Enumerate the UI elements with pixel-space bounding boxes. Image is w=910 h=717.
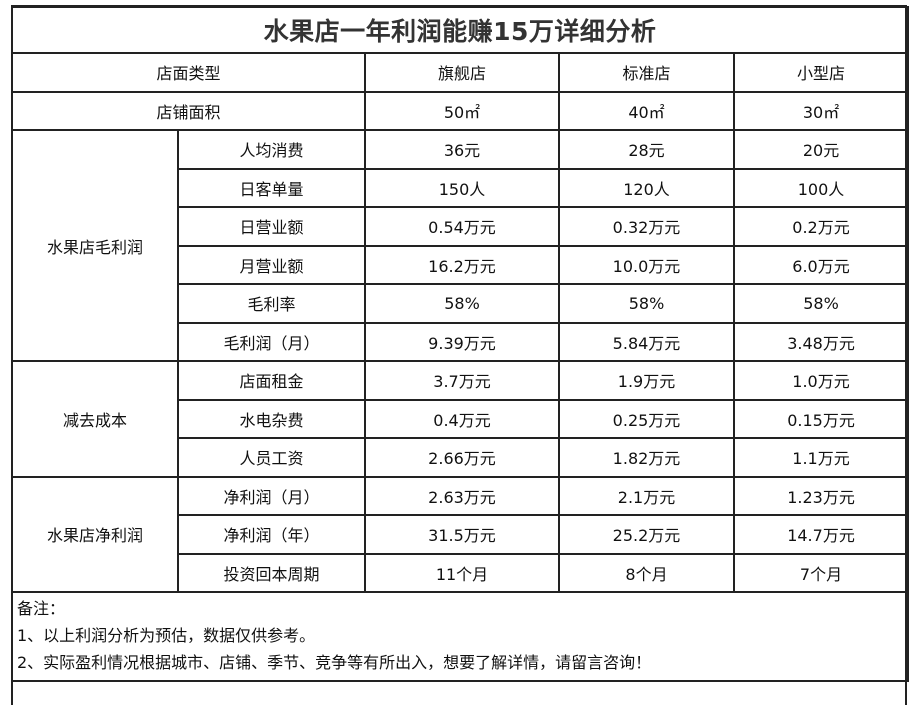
table-row: 减去成本 店面租金 3.7万元 1.9万元 1.0万元	[11, 360, 910, 478]
area-value: 30㎡	[732, 90, 910, 131]
area-row: 店铺面积 50㎡ 40㎡ 30㎡	[11, 90, 910, 131]
cell-value: 9.39万元	[364, 321, 560, 362]
row-label: 投资回本周期	[177, 552, 366, 593]
cell-value: 58%	[732, 283, 910, 324]
note-line: 1、以上利润分析为预估，数据仅供参考。	[17, 626, 316, 645]
table-row: 月营业额 16.2万元 10.0万元 6.0万元	[12, 244, 910, 285]
row-label: 净利润（年）	[177, 514, 366, 555]
row-label: 净利润（月）	[177, 475, 366, 516]
cell-value: 2.1万元	[558, 475, 735, 516]
table-row: 水果店毛利润 人均消费 36元 28元 20元	[11, 129, 910, 362]
profit-table: 水果店一年利润能赚15万详细分析 店面类型 旗舰店 标准店 小型店 店铺面积 5…	[10, 6, 910, 682]
cell-value: 0.15万元	[732, 398, 910, 439]
cell-value: 3.7万元	[364, 360, 560, 401]
row-label: 人均消费	[177, 129, 366, 170]
cell-value: 14.7万元	[732, 514, 910, 555]
row-label: 毛利润（月）	[177, 321, 366, 362]
group-label: 水果店毛利润	[11, 129, 179, 362]
cell-value: 31.5万元	[364, 514, 560, 555]
cell-value: 1.1万元	[732, 437, 910, 478]
cell-value: 16.2万元	[364, 244, 560, 285]
header-store: 小型店	[732, 52, 910, 93]
cell-value: 0.32万元	[558, 206, 735, 247]
header-label: 店面类型	[11, 52, 366, 93]
row-label: 月营业额	[177, 244, 366, 285]
cell-value: 58%	[558, 283, 735, 324]
cell-value: 1.82万元	[558, 437, 735, 478]
cell-value: 1.23万元	[732, 475, 910, 516]
table-row: 日营业额 0.54万元 0.32万元 0.2万元	[12, 206, 910, 247]
cell-value: 11个月	[364, 552, 560, 593]
row-label: 毛利率	[177, 283, 366, 324]
table-row: 水电杂费 0.4万元 0.25万元 0.15万元	[12, 398, 910, 439]
row-label: 人员工资	[177, 437, 366, 478]
table-row: 毛利率 58% 58% 58%	[12, 283, 910, 324]
table-row: 人员工资 2.66万元 1.82万元 1.1万元	[12, 437, 910, 478]
cell-value: 150人	[364, 167, 560, 208]
table-row: 投资回本周期 11个月 8个月 7个月	[12, 552, 910, 593]
cell-value: 1.0万元	[732, 360, 910, 401]
area-label: 店铺面积	[11, 90, 366, 131]
cell-value: 0.4万元	[364, 398, 560, 439]
cell-value: 25.2万元	[558, 514, 735, 555]
cell-value: 7个月	[732, 552, 910, 593]
group-label: 水果店净利润	[11, 475, 179, 593]
table-row: 水果店净利润 净利润（月） 2.63万元 2.1万元 1.23万元	[11, 475, 910, 593]
cell-value: 0.25万元	[558, 398, 735, 439]
cell-value: 10.0万元	[558, 244, 735, 285]
table-row: 净利润（年） 31.5万元 25.2万元 14.7万元	[12, 514, 910, 555]
cell-value: 1.9万元	[558, 360, 735, 401]
row-label: 店面租金	[177, 360, 366, 401]
table-row: 日客单量 150人 120人 100人	[12, 167, 910, 208]
header-store: 标准店	[558, 52, 735, 93]
row-label: 日客单量	[177, 167, 366, 208]
cell-value: 0.54万元	[364, 206, 560, 247]
cell-value: 36元	[364, 129, 560, 170]
cell-value: 58%	[364, 283, 560, 324]
cell-value: 120人	[558, 167, 735, 208]
note-line: 备注：	[17, 599, 66, 618]
cell-value: 20元	[732, 129, 910, 170]
row-label: 水电杂费	[177, 398, 366, 439]
page-title: 水果店一年利润能赚15万详细分析	[10, 6, 910, 54]
cell-value: 0.2万元	[732, 206, 910, 247]
cell-value: 8个月	[558, 552, 735, 593]
cell-value: 2.63万元	[364, 475, 560, 516]
header-row: 店面类型 旗舰店 标准店 小型店	[11, 52, 910, 93]
cell-value: 3.48万元	[732, 321, 910, 362]
table-row: 毛利润（月） 9.39万元 5.84万元 3.48万元	[12, 321, 910, 362]
cell-value: 100人	[732, 167, 910, 208]
cell-value: 28元	[558, 129, 735, 170]
area-value: 40㎡	[558, 90, 735, 131]
note-line: 2、实际盈利情况根据城市、店铺、季节、竞争等有所出入，想要了解详情，请留言咨询！	[17, 653, 652, 672]
cell-value: 2.66万元	[364, 437, 560, 478]
group-label: 减去成本	[11, 360, 179, 478]
notes: 备注： 1、以上利润分析为预估，数据仅供参考。 2、实际盈利情况根据城市、店铺、季节…	[10, 591, 910, 682]
cell-value: 5.84万元	[558, 321, 735, 362]
header-store: 旗舰店	[364, 52, 560, 93]
area-value: 50㎡	[364, 90, 560, 131]
cell-value: 6.0万元	[732, 244, 910, 285]
row-label: 日营业额	[177, 206, 366, 247]
